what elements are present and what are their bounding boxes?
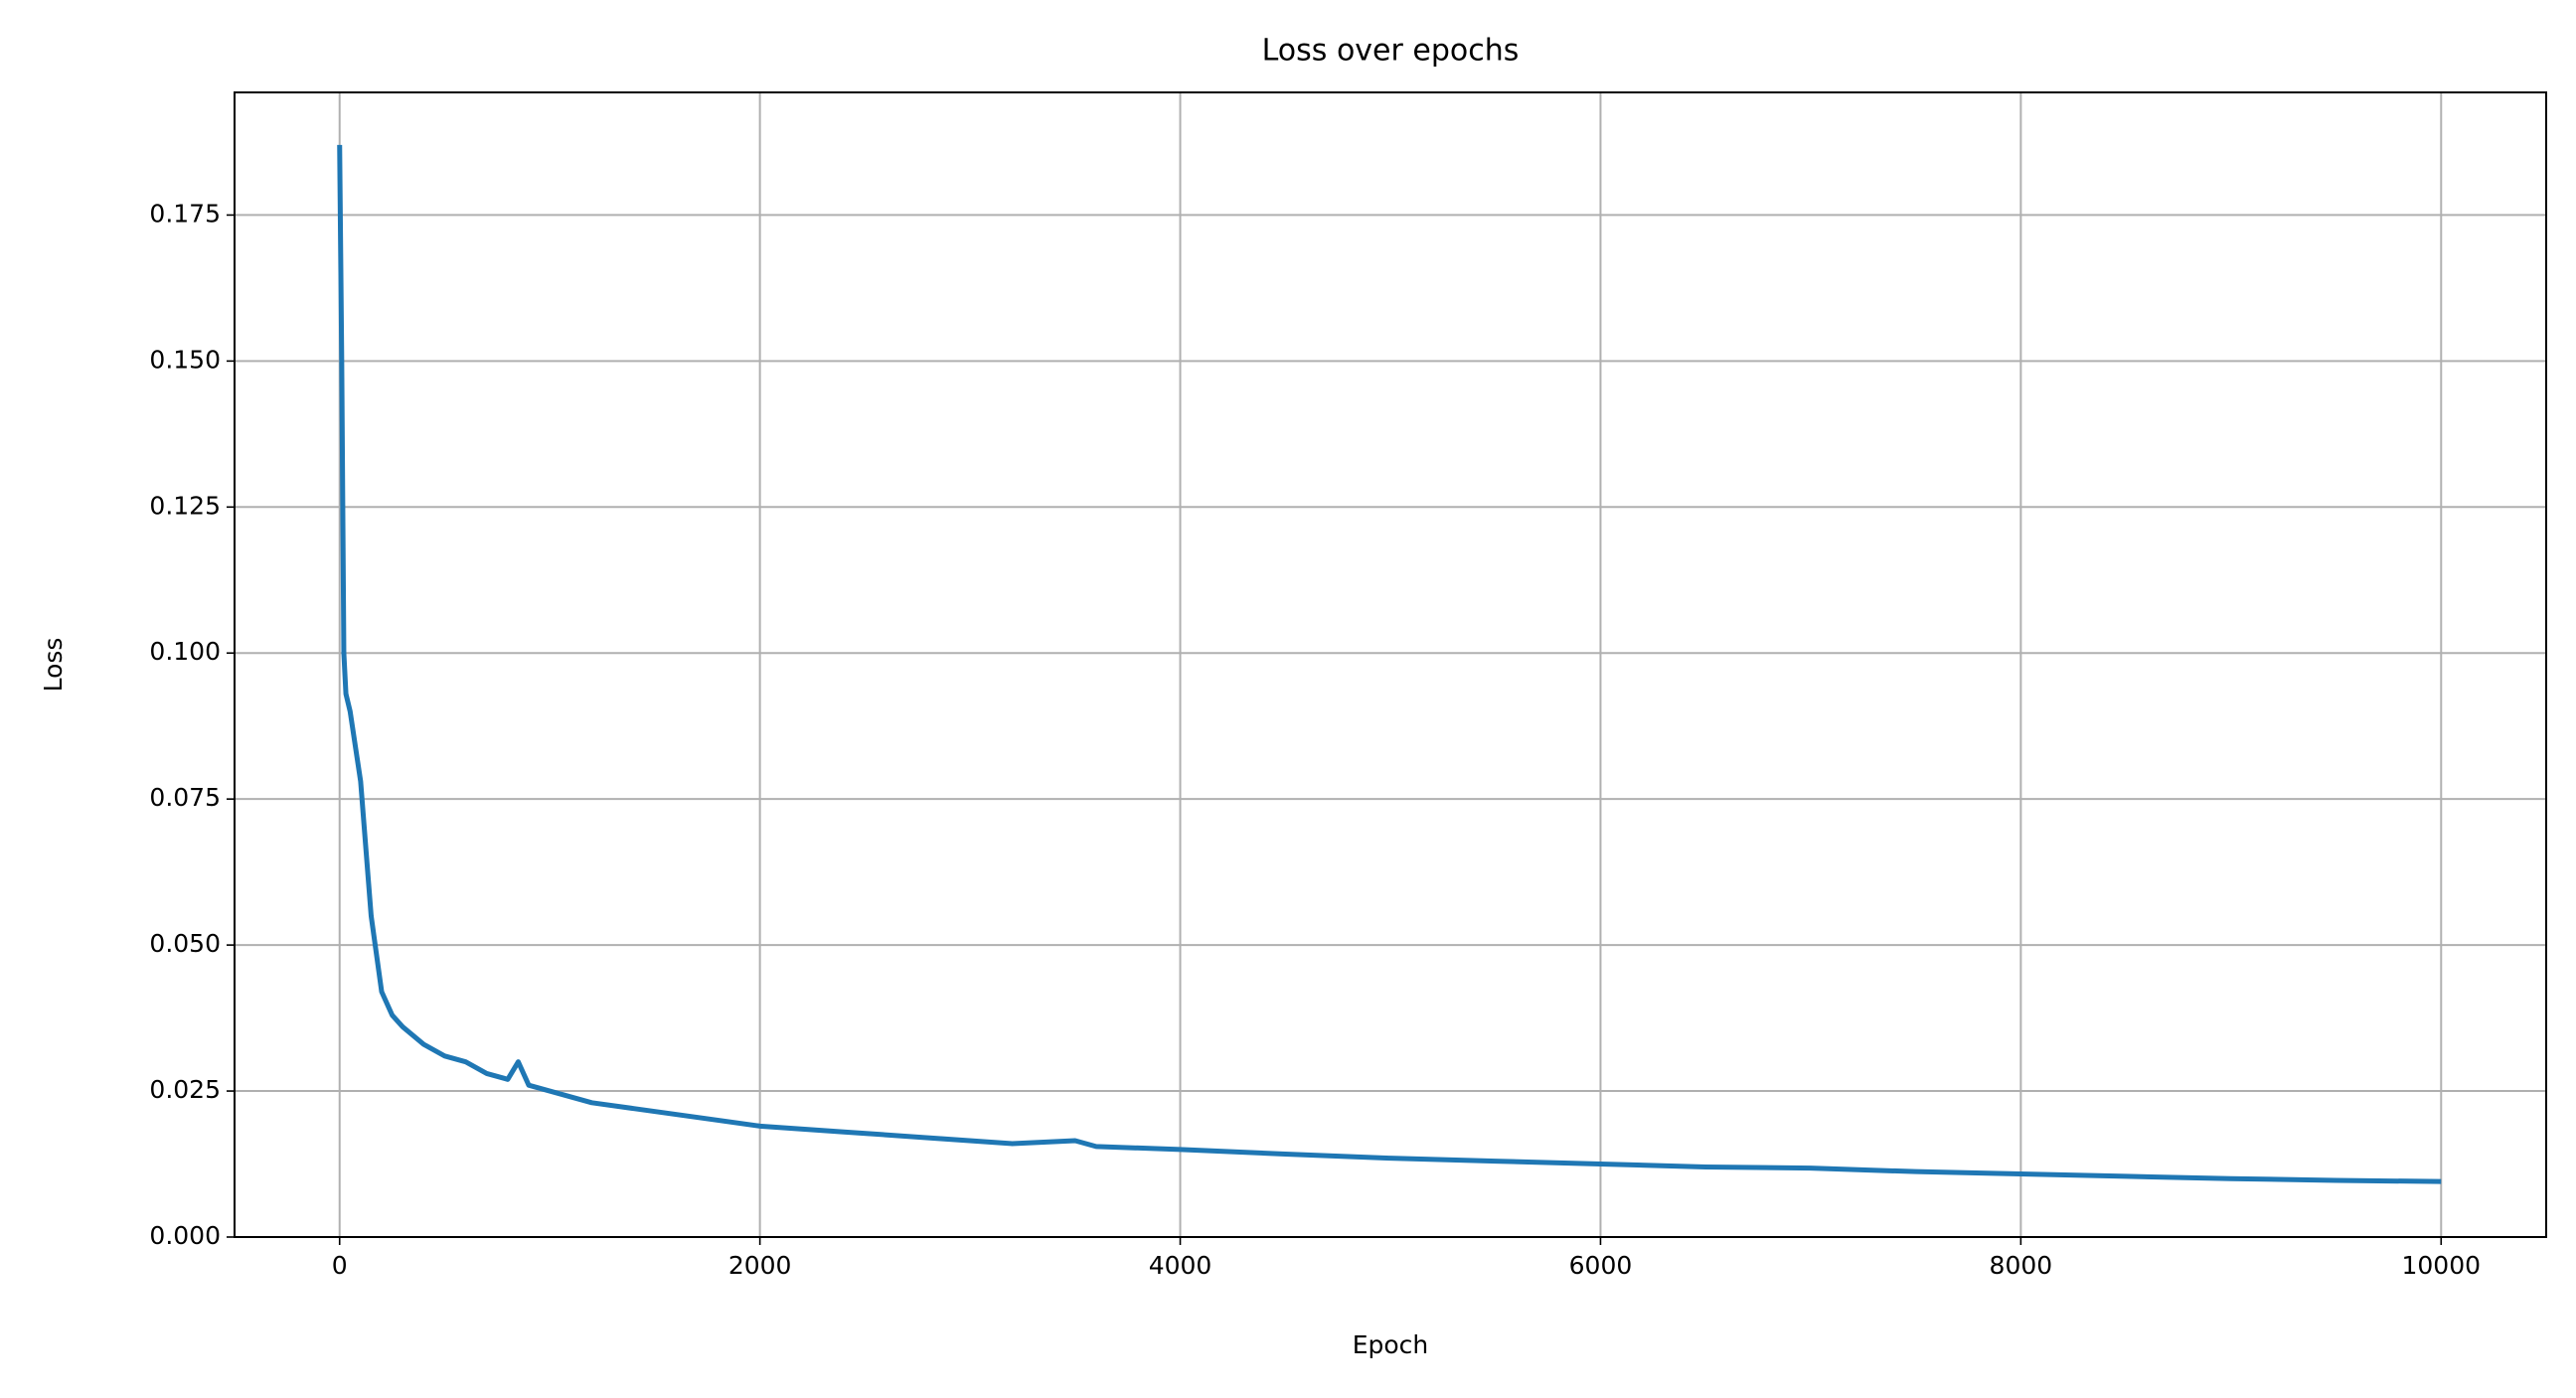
x-tick-label: 6000 (1569, 1251, 1633, 1280)
y-axis-label: Loss (39, 638, 68, 693)
y-tick-label: 0.125 (149, 491, 221, 520)
y-tick-label: 0.025 (149, 1075, 221, 1104)
line (337, 144, 2442, 1184)
y-tick-label: 0.150 (149, 345, 221, 374)
chart-title: Loss over epochs (1262, 34, 1520, 69)
y-tick-label: 0.175 (149, 199, 221, 228)
y-tick-label: 0.100 (149, 637, 221, 666)
x-tick-label: 10000 (2402, 1251, 2482, 1280)
y-tick-label: 0.000 (149, 1221, 221, 1250)
y-tick-label: 0.050 (149, 929, 221, 958)
x-axis-label: Epoch (1353, 1330, 1429, 1359)
x-tick-label: 0 (332, 1251, 348, 1280)
x-tick-label: 8000 (1990, 1251, 2053, 1280)
plot-frame (234, 91, 2547, 1238)
x-tick-label: 4000 (1149, 1251, 1212, 1280)
x-tick-label: 2000 (728, 1251, 792, 1280)
y-tick-label: 0.075 (149, 783, 221, 812)
